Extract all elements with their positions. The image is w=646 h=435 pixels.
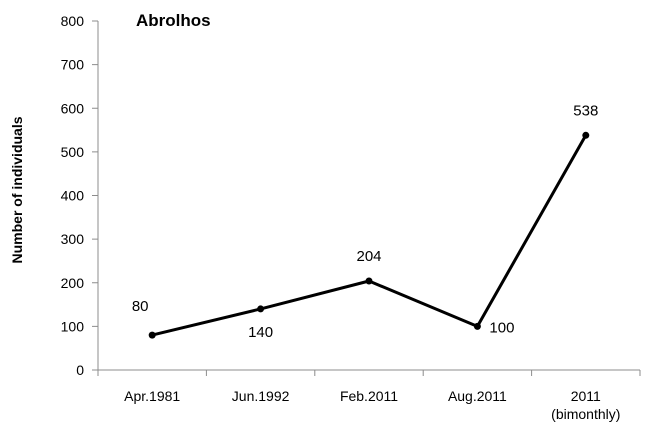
x-tick-label: Aug.2011 — [448, 388, 507, 404]
data-point — [148, 331, 156, 339]
y-tick-label: 700 — [61, 57, 85, 73]
data-label: 204 — [356, 248, 381, 265]
chart-title: Abrolhos — [136, 11, 211, 30]
x-tick-label: Feb.2011 — [340, 388, 398, 404]
data-label: 80 — [132, 298, 149, 315]
data-point — [582, 131, 590, 139]
y-tick-label: 600 — [61, 100, 85, 116]
y-tick-label: 100 — [61, 318, 85, 334]
y-tick-label: 400 — [61, 188, 85, 204]
data-label: 538 — [573, 102, 598, 119]
y-axis-title: Number of individuals — [9, 116, 25, 263]
data-label: 100 — [489, 319, 514, 336]
y-tick-label: 500 — [61, 144, 85, 160]
data-point — [473, 322, 481, 330]
data-label: 140 — [248, 324, 273, 341]
y-tick-label: 200 — [61, 275, 85, 291]
series-line — [151, 134, 588, 337]
data-point — [365, 277, 373, 285]
y-tick-label: 800 — [61, 13, 85, 29]
x-tick-label: 2011 (bimonthly) — [551, 388, 620, 422]
y-tick-label: 0 — [76, 362, 84, 378]
x-tick-label: Jun.1992 — [232, 388, 290, 404]
data-point — [257, 305, 265, 313]
x-tick-label: Apr.1981 — [124, 388, 180, 404]
y-tick-label: 300 — [61, 231, 85, 247]
